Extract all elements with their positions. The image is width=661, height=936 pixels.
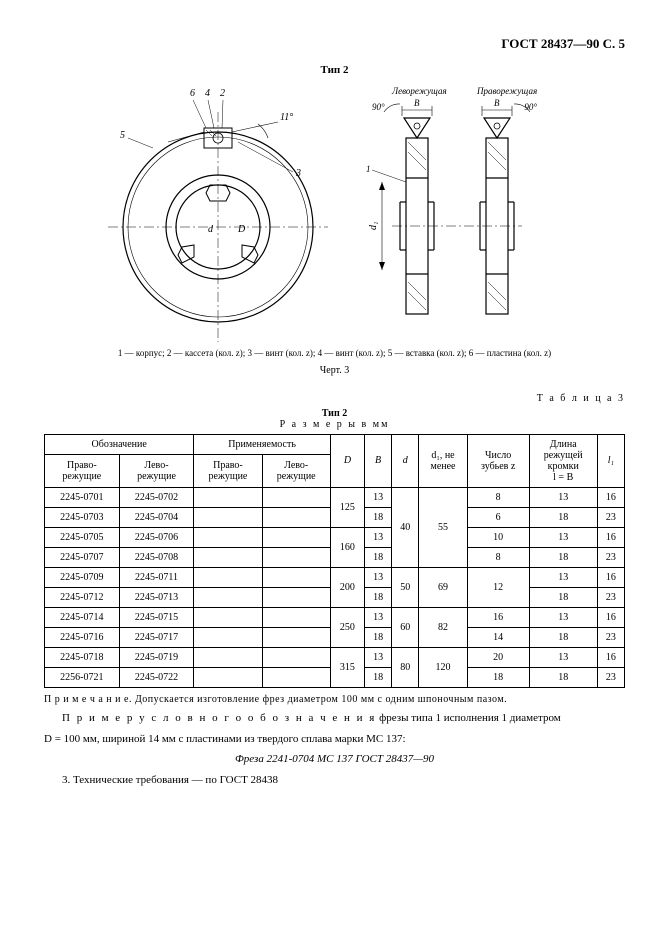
table-subtitle: Р а з м е р ы в мм xyxy=(44,419,625,430)
example-code: Фреза 2241-0704 МС 137 ГОСТ 28437—90 xyxy=(44,752,625,767)
example-line1: П р и м е р у с л о в н о г о о б о з н … xyxy=(44,711,625,726)
th-edge: Длина режущей кромки l = B xyxy=(529,434,597,487)
caption-parts: 1 — корпус; 2 — кассета (кол. z); 3 — ви… xyxy=(118,348,551,358)
figure-title: Тип 2 xyxy=(44,64,625,76)
label-d: d xyxy=(208,224,214,235)
table-body: 2245-0701 2245-0702 125 13 40 55 8 13 16… xyxy=(45,487,625,687)
example-lead: П р и м е р у с л о в н о г о о б о з н … xyxy=(62,712,376,724)
callout-1: 1 xyxy=(366,164,371,174)
angle-11: 11° xyxy=(280,112,293,123)
example-line2: D = 100 мм, шириной 14 мм с пластинами и… xyxy=(44,732,625,747)
figure-left: 6 4 2 11° 3 5 d D xyxy=(108,82,338,342)
table-note: П р и м е ч а н и е. Допускается изготов… xyxy=(44,694,625,705)
th-D: D xyxy=(330,434,364,487)
callout-4: 4 xyxy=(205,88,210,99)
tech-requirements: 3. Технические требования — по ГОСТ 2843… xyxy=(44,773,625,788)
dim-B2: B xyxy=(494,98,500,108)
th-applicability: Применяемость xyxy=(194,434,331,455)
table-row: 2245-0709 2245-0711 200 13 50 69 12 13 1… xyxy=(45,567,625,587)
th-l1: l₁ xyxy=(597,434,624,487)
table-row: 2245-0714 2245-0715 250 13 60 82 16 13 1… xyxy=(45,607,625,627)
dim-d1: d₁ xyxy=(368,222,379,230)
table-row: 2245-0718 2245-0719 315 13 80 120 20 13 … xyxy=(45,647,625,667)
angle-90a: 90° xyxy=(372,102,385,112)
th-right1: Право- режущие xyxy=(45,455,120,487)
example-rest: фрезы типа 1 исполнения 1 диаметром xyxy=(376,712,560,724)
th-B: B xyxy=(365,434,392,487)
page-header: ГОСТ 28437—90 С. 5 xyxy=(44,36,625,52)
th-designation: Обозначение xyxy=(45,434,194,455)
figure-row: 6 4 2 11° 3 5 d D Леворежущая Праворежущ… xyxy=(44,82,625,342)
callout-5: 5 xyxy=(120,130,125,141)
label-right-cut: Праворежущая xyxy=(476,86,537,96)
figure-right: Леворежущая Праворежущая 90° 90° B B 1 xyxy=(362,82,562,342)
dimensions-table: Обозначение Применяемость D B d d₁, не м… xyxy=(44,434,625,688)
th-z: Число зубьев z xyxy=(467,434,529,487)
th-d1: d₁, не менее xyxy=(419,434,468,487)
table-row: 2245-0705 2245-0706 160 13 10 13 16 xyxy=(45,527,625,547)
th-d: d xyxy=(392,434,419,487)
callout-3: 3 xyxy=(295,168,301,179)
dim-B1: B xyxy=(414,98,420,108)
label-D: D xyxy=(237,224,246,235)
angle-90b: 90° xyxy=(524,102,537,112)
figure-number: Черт. 3 xyxy=(44,364,625,377)
table-label: Т а б л и ц а 3 xyxy=(44,393,625,404)
th-left1: Лево- режущие xyxy=(119,455,194,487)
table-row: 2245-0701 2245-0702 125 13 40 55 8 13 16 xyxy=(45,487,625,507)
callout-6: 6 xyxy=(190,88,195,99)
th-left2: Лево- режущие xyxy=(262,455,330,487)
table-title: Тип 2 xyxy=(44,408,625,419)
figure-caption: 1 — корпус; 2 — кассета (кол. z); 3 — ви… xyxy=(44,348,625,377)
label-left-cut: Леворежущая xyxy=(391,86,447,96)
callout-2: 2 xyxy=(220,88,225,99)
th-right2: Право- режущие xyxy=(194,455,262,487)
